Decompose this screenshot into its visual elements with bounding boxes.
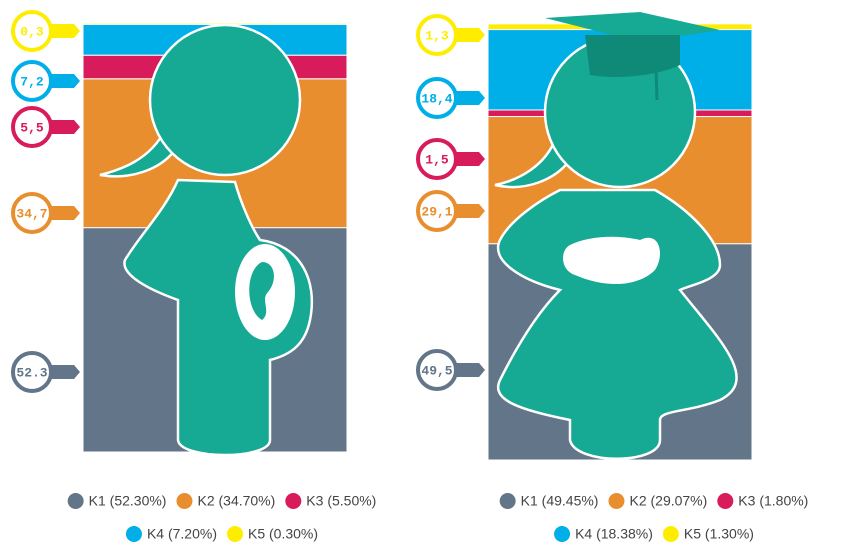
legend-item: K5 (0.30%)	[227, 526, 318, 542]
badge	[416, 77, 458, 119]
badge-label: 49,5	[421, 363, 452, 378]
legend-marker	[67, 493, 84, 509]
legend-marker	[285, 493, 302, 509]
legend-label: K1 (52.30%)	[89, 493, 167, 509]
hair	[99, 127, 177, 178]
legend-label: K5 (0.30%)	[248, 526, 318, 542]
badge-tag	[46, 24, 80, 38]
badge-tag	[451, 363, 485, 377]
figure-pregnant	[99, 23, 314, 457]
badge-label: 7,2	[20, 74, 44, 89]
badge-label: 1,5	[425, 152, 449, 167]
badge	[11, 192, 53, 234]
badge-label: 29,1	[421, 204, 452, 219]
badge	[11, 60, 53, 102]
legend-marker	[176, 493, 193, 509]
legend-item: K5 (1.30%)	[662, 526, 754, 542]
legend-item: K1 (52.30%)	[67, 493, 167, 509]
legend-item: K1 (49.45%)	[499, 493, 599, 509]
badge-tag	[46, 120, 80, 134]
badge-label: 1,3	[425, 28, 449, 43]
baby	[563, 236, 660, 285]
badge-label: 52.3	[16, 365, 47, 380]
legend-marker	[499, 493, 516, 509]
legend-marker	[227, 526, 243, 542]
badge-tag	[451, 152, 485, 166]
legend-item: K2 (29.07%)	[608, 493, 707, 509]
badge	[416, 349, 458, 391]
legend-label: K2 (34.70%)	[197, 493, 275, 509]
figure-mother	[494, 12, 738, 460]
legend-item: K2 (34.70%)	[176, 493, 275, 509]
legend-label: K5 (1.30%)	[684, 526, 754, 542]
badges: 52.3 34,7 5,5 7,2 0,3 49,5 29,1 1,5 18,4 1,3	[11, 10, 485, 393]
head	[148, 23, 302, 177]
cap-top	[545, 12, 720, 42]
badge-tag	[451, 91, 485, 105]
legend-item: K4 (7.20%)	[125, 526, 217, 542]
badge-label: 34,7	[16, 206, 47, 221]
tassel	[653, 34, 659, 101]
badge	[416, 190, 458, 232]
legend-marker	[662, 526, 679, 542]
legend-label: K4 (7.20%)	[147, 526, 217, 542]
badge	[416, 138, 458, 180]
baby	[249, 262, 274, 320]
badge	[11, 106, 53, 148]
legend-marker	[717, 493, 734, 509]
legend-marker	[554, 526, 571, 542]
dress	[496, 188, 738, 460]
legend-label: K4 (18.38%)	[575, 526, 653, 542]
legend-marker	[608, 493, 625, 509]
legend-item: K4 (18.38%)	[554, 526, 653, 542]
legend-label: K2 (29.07%)	[629, 493, 707, 509]
legend-label: K3 (5.50%)	[306, 493, 376, 509]
badge-tag	[451, 28, 485, 42]
badge-tag	[46, 365, 80, 379]
badge	[11, 10, 53, 52]
badge	[11, 351, 53, 393]
bar-segment	[82, 22, 348, 25]
badge-tag	[46, 74, 80, 88]
hair	[494, 137, 572, 189]
legend-label: K3 (1.80%)	[738, 493, 808, 509]
legend-marker	[125, 526, 142, 542]
badge	[416, 14, 458, 56]
legend: K1 (52.30%) K2 (34.70%) K3 (5.50%) K4 (7.20…	[67, 493, 808, 542]
badge-label: 5,5	[20, 120, 44, 135]
badge-label: 0,3	[20, 24, 44, 39]
legend-item: K3 (1.80%)	[717, 493, 808, 509]
badge-tag	[451, 204, 485, 218]
legend-label: K1 (49.45%)	[521, 493, 599, 509]
badge-label: 18,4	[421, 91, 452, 106]
badge-tag	[46, 206, 80, 220]
legend-item: K3 (5.50%)	[285, 493, 376, 509]
